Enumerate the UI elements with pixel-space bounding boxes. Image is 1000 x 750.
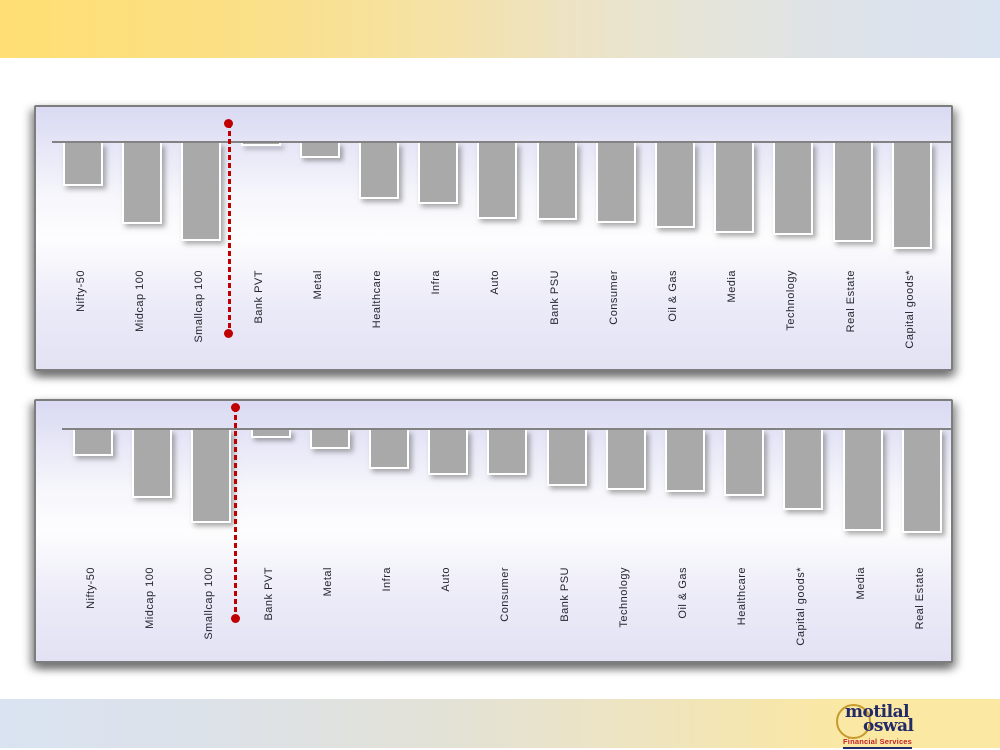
category-label: Healthcare (736, 567, 749, 626)
category-label: Infra (381, 567, 393, 592)
category-label: Bank PSU (548, 270, 561, 325)
bar-auto (477, 143, 518, 219)
bar-media (714, 143, 755, 233)
bar-infra (369, 430, 409, 469)
bar-technology (773, 143, 814, 235)
category-label: Healthcare (371, 270, 383, 329)
bar-capital-goods- (891, 143, 932, 249)
highlight-dot-bottom (224, 329, 233, 338)
category-label: Midcap 100 (144, 567, 157, 629)
bar-auto (428, 430, 469, 475)
bar-oil-gas (665, 430, 705, 492)
category-label: Infra (430, 270, 443, 295)
highlight-dashed-line (234, 407, 237, 619)
category-label: Bank PVT (252, 270, 265, 324)
zero-axis-line (52, 141, 951, 143)
highlight-dot-top (231, 403, 240, 412)
chart-panel-bottom: Nifty-50 Midcap 100 Smallcap 100 Bank PVT Me… (34, 399, 953, 663)
bar-nifty-50 (63, 143, 103, 186)
category-label: Nifty-50 (75, 270, 87, 312)
bar-technology (605, 430, 646, 490)
bar-metal (299, 143, 340, 158)
bar-bank-pvt (250, 430, 291, 438)
logo-circle-icon (836, 704, 871, 739)
bar-consumer (595, 143, 636, 223)
category-label: Real Estate (913, 567, 926, 630)
logo-tagline: Financial Services (843, 737, 913, 749)
category-label: Capital goods* (795, 567, 808, 646)
category-label: Technology (785, 270, 798, 331)
bar-metal (309, 430, 350, 449)
bar-infra (418, 143, 459, 204)
category-label: Nifty-50 (85, 567, 97, 609)
bar-consumer (487, 430, 528, 475)
category-label: Consumer (499, 567, 512, 622)
logo-word-motilal: motilal (845, 702, 910, 722)
category-label: Midcap 100 (134, 270, 147, 332)
bar-oil-gas (655, 143, 695, 228)
chart-panel-top: Nifty-50 Midcap 100 Smallcap 100 Bank PVT Me… (34, 105, 953, 371)
bar-midcap-100 (132, 430, 173, 498)
highlight-dot-bottom (231, 614, 240, 623)
category-label: Auto (489, 270, 502, 295)
top-gradient-band (0, 0, 1000, 58)
category-label: Auto (440, 567, 453, 592)
bar-smallcap-100 (191, 430, 232, 523)
category-label: Bank PSU (558, 567, 571, 622)
bar-bank-psu (546, 430, 587, 486)
bar-bank-psu (536, 143, 577, 220)
category-label: Bank PVT (262, 567, 275, 621)
category-label: Capital goods* (903, 270, 916, 349)
category-label: Smallcap 100 (193, 270, 206, 343)
zero-axis-line (62, 428, 951, 430)
highlight-dot-top (224, 119, 233, 128)
bar-healthcare (724, 430, 765, 496)
bottom-gradient-band (0, 699, 1000, 748)
bar-real-estate (901, 430, 942, 533)
category-label: Real Estate (844, 270, 857, 333)
category-label: Metal (321, 567, 334, 597)
bar-capital-goods- (783, 430, 824, 510)
bar-media (842, 430, 883, 531)
category-label: Oil & Gas (677, 567, 689, 619)
category-label: Technology (617, 567, 630, 628)
motilal-oswal-logo: motilal oswal Financial Services (836, 703, 936, 749)
highlight-dashed-line (228, 123, 231, 334)
category-label: Media (854, 567, 867, 600)
bar-bank-pvt (240, 143, 281, 146)
category-label: Smallcap 100 (203, 567, 216, 640)
bar-smallcap-100 (181, 143, 222, 241)
logo-word-oswal: oswal (863, 716, 914, 736)
category-label: Media (726, 270, 739, 303)
bar-midcap-100 (122, 143, 163, 224)
bar-healthcare (359, 143, 399, 199)
bar-nifty-50 (73, 430, 113, 456)
category-label: Oil & Gas (667, 270, 679, 322)
bar-real-estate (832, 143, 873, 242)
category-label: Metal (311, 270, 324, 300)
category-label: Consumer (607, 270, 620, 325)
